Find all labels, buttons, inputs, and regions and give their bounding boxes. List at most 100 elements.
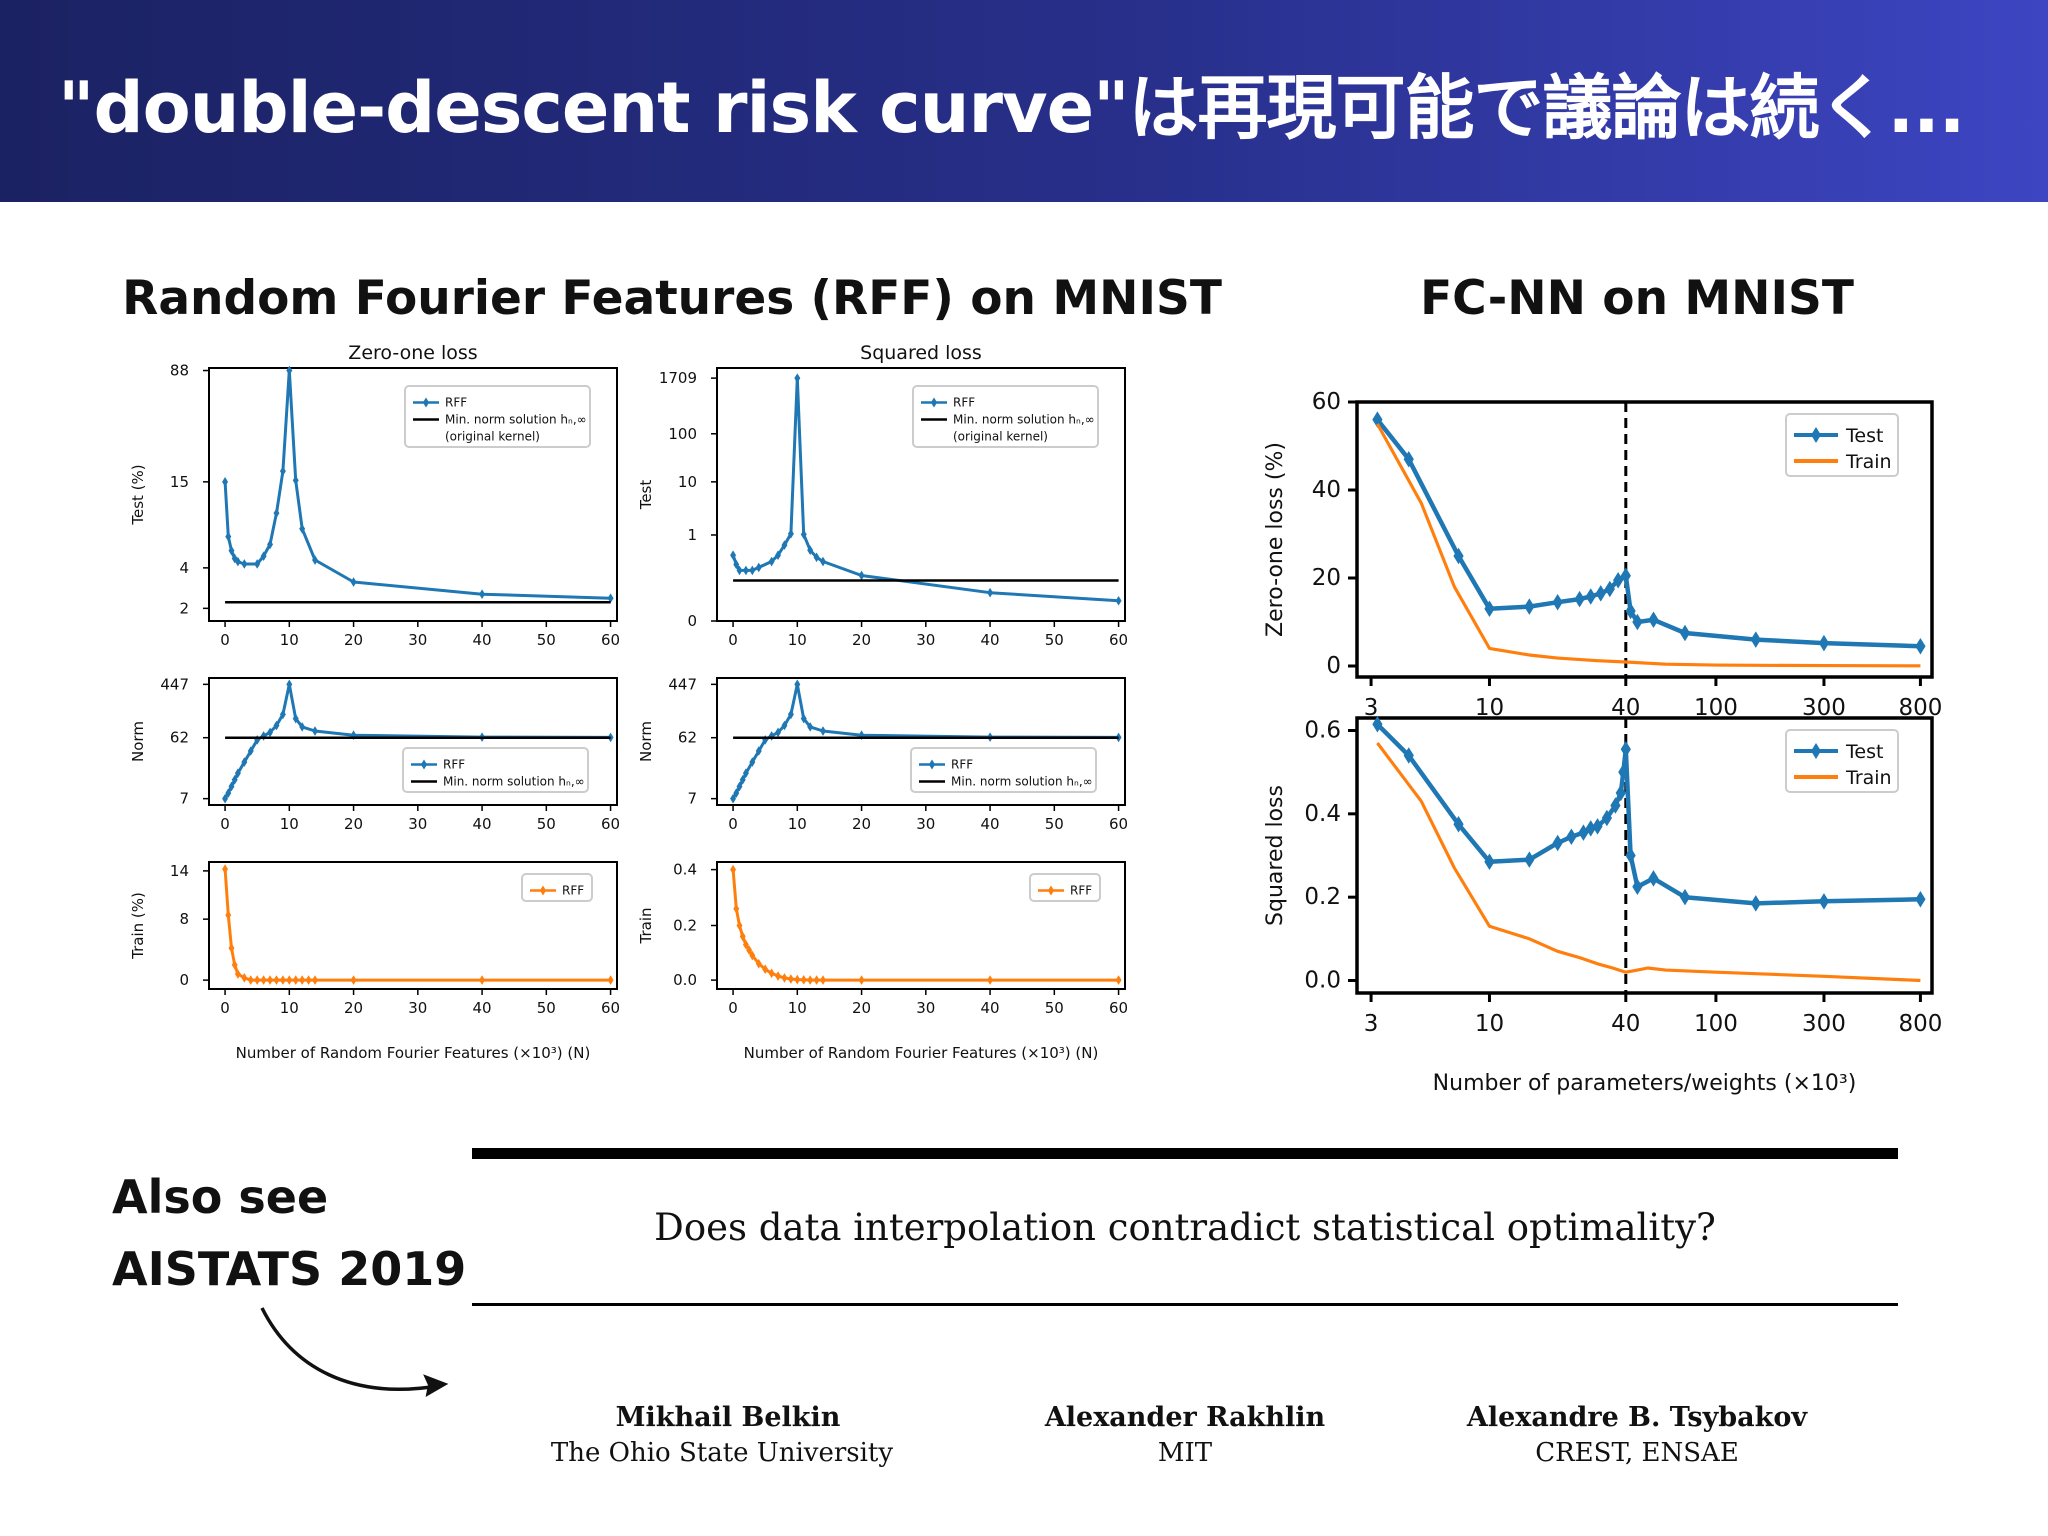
- data-point: [775, 971, 782, 981]
- data-point: [1552, 593, 1563, 611]
- data-point: [781, 720, 788, 731]
- legend-label: RFF: [562, 884, 584, 898]
- data-point: [273, 508, 280, 518]
- data-point: [231, 960, 238, 970]
- also-see-line2: AISTATS 2019: [112, 1242, 466, 1296]
- paper-title: Does data interpolation contradict stati…: [654, 1206, 1716, 1249]
- x-tick-label: 20: [344, 999, 363, 1017]
- data-point: [746, 945, 753, 955]
- data-point: [1625, 602, 1636, 620]
- x-tick-label: 30: [916, 631, 935, 649]
- legend-label: RFF: [953, 396, 975, 410]
- data-point: [260, 731, 267, 741]
- x-tick-label: 20: [852, 999, 871, 1017]
- data-point: [807, 975, 814, 985]
- data-point: [820, 556, 826, 567]
- x-tick-label: 60: [601, 815, 620, 833]
- x-tick-label: 40: [981, 815, 1000, 833]
- legend-marker: [928, 759, 936, 770]
- legend-box: [912, 385, 1099, 448]
- author-affiliation: MIT: [1158, 1438, 1213, 1468]
- data-point: [733, 788, 740, 798]
- y-tick-label: 447: [160, 675, 189, 693]
- data-point: [267, 727, 274, 738]
- y-tick-label: 14: [170, 862, 189, 880]
- data-point: [312, 555, 318, 565]
- data-point: [762, 964, 769, 974]
- data-point: [775, 727, 782, 738]
- data-point: [1115, 975, 1122, 985]
- legend-marker: [422, 397, 430, 408]
- x-tick-label: 3: [1364, 695, 1379, 721]
- data-point: [794, 679, 801, 690]
- y-tick-label: 0.6: [1304, 718, 1341, 744]
- data-point: [787, 528, 794, 539]
- data-point: [241, 757, 248, 767]
- x-tick-label: 50: [1045, 815, 1064, 833]
- data-point: [730, 793, 737, 804]
- data-point: [787, 709, 794, 720]
- data-point: [813, 552, 820, 563]
- y-axis-label: Squared loss: [1263, 785, 1288, 926]
- author-name: Alexandre B. Tsybakov: [1466, 1402, 1809, 1433]
- y-tick-label: 0.2: [673, 917, 697, 935]
- data-point: [1620, 741, 1631, 758]
- data-point: [305, 975, 312, 985]
- x-tick-label: 20: [852, 815, 871, 833]
- data-point: [225, 788, 232, 798]
- data-point: [1403, 747, 1414, 764]
- series-line: [1376, 423, 1921, 668]
- data-point: [768, 968, 775, 979]
- y-axis-label: Norm: [129, 721, 147, 762]
- x-tick-label: 10: [1475, 1011, 1504, 1037]
- x-tick-label: 60: [1109, 631, 1128, 649]
- data-point: [267, 975, 274, 985]
- series-line: [1375, 722, 1921, 906]
- x-tick-label: 40: [473, 631, 492, 649]
- data-point: [755, 746, 762, 756]
- y-tick-label: 2: [179, 599, 189, 617]
- x-tick-label: 40: [473, 815, 492, 833]
- x-tick-label: 60: [601, 631, 620, 649]
- legend-label: RFF: [443, 758, 465, 772]
- x-tick-label: 40: [1611, 1011, 1640, 1037]
- data-point: [254, 975, 261, 985]
- x-tick-label: 3: [1364, 1011, 1379, 1037]
- x-tick-label: 60: [1109, 999, 1128, 1017]
- y-tick-label: 0: [687, 612, 697, 630]
- legend-marker: [539, 885, 547, 896]
- legend-marker: [930, 397, 938, 408]
- legend-label: Min. norm solution hₙ,∞: [951, 775, 1093, 789]
- data-point: [267, 539, 274, 550]
- data-point: [222, 864, 229, 874]
- data-point: [225, 910, 232, 920]
- data-point: [800, 713, 807, 724]
- y-tick-label: 4: [179, 559, 189, 577]
- data-point: [286, 975, 293, 985]
- rff-heading: Random Fourier Features (RFF) on MNIST: [122, 271, 1222, 326]
- data-point: [350, 730, 357, 740]
- legend-label: Train: [1845, 451, 1892, 473]
- y-tick-label: 1709: [659, 369, 697, 387]
- y-tick-label: 40: [1312, 477, 1341, 503]
- data-point: [241, 973, 248, 983]
- data-point: [858, 730, 865, 740]
- data-point: [247, 975, 254, 985]
- data-point: [1484, 853, 1495, 870]
- data-point: [987, 975, 994, 985]
- legend-box: [404, 385, 591, 448]
- data-point: [1818, 634, 1830, 652]
- data-point: [742, 768, 749, 778]
- data-point: [225, 531, 232, 542]
- data-point: [607, 975, 614, 985]
- data-point: [1453, 816, 1464, 833]
- data-point: [1679, 624, 1691, 642]
- data-point: [800, 975, 807, 985]
- data-point: [781, 973, 788, 983]
- fcnn-heading: FC-NN on MNIST: [1420, 271, 1854, 326]
- data-point: [1750, 895, 1761, 912]
- data-point: [222, 477, 229, 487]
- data-point: [1679, 888, 1691, 906]
- legend-label: Test: [1845, 741, 1883, 763]
